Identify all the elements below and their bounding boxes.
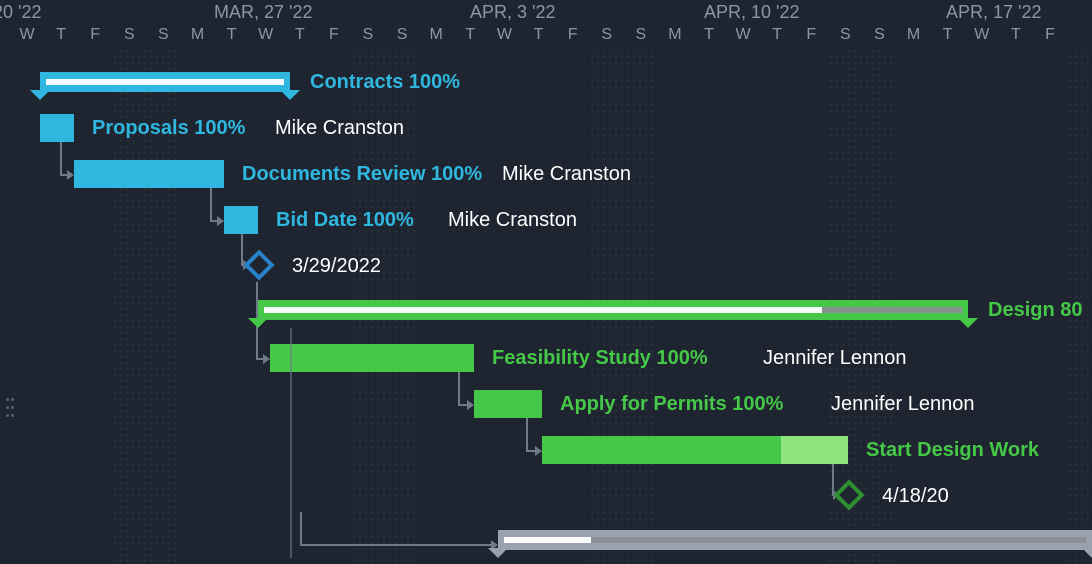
feasibility-study-bar[interactable]: [270, 344, 474, 372]
timeline-day-label: W: [487, 26, 521, 44]
dependency-line: [526, 418, 528, 450]
summary-end-marker-icon: [1082, 548, 1092, 558]
summary-start-marker-icon: [488, 548, 508, 558]
dependency-line: [210, 188, 212, 220]
design-summary-bar[interactable]: [258, 300, 968, 320]
timeline-month-label: APR, 3 '22: [470, 2, 555, 23]
timeline-day-label: S: [863, 26, 897, 44]
timeline-day-label: W: [249, 26, 283, 44]
timeline-day-label: S: [385, 26, 419, 44]
timeline-day-label: M: [897, 26, 931, 44]
apply-for-permits-label: Apply for Permits 100%: [560, 390, 783, 418]
timeline-day-label: T: [453, 26, 487, 44]
timeline-day-label: T: [522, 26, 556, 44]
timeline-day-label: T: [760, 26, 794, 44]
feasibility-study-label: Feasibility Study 100%: [492, 344, 708, 372]
timeline-day-label: M: [419, 26, 453, 44]
summary-progress-remainder: [822, 307, 962, 313]
timeline-day-label: M: [658, 26, 692, 44]
dependency-line: [60, 142, 62, 174]
timeline-day-label: S: [351, 26, 385, 44]
dependency-line: [290, 328, 292, 558]
timeline-day-label: T: [692, 26, 726, 44]
grey-summary-bar[interactable]: [498, 530, 1092, 550]
timeline-month-label: APR, 10 '22: [704, 2, 800, 23]
timeline-month-label: R, 20 '22: [0, 2, 41, 23]
summary-progress-remainder: [591, 537, 1086, 543]
contracts-milestone-date-label: 3/29/2022: [292, 252, 381, 280]
timeline-day-label: S: [624, 26, 658, 44]
documents-review-label: Documents Review 100%: [242, 160, 482, 188]
timeline-day-label: F: [78, 26, 112, 44]
timeline-day-label: S: [590, 26, 624, 44]
bid-date-bar[interactable]: [224, 206, 258, 234]
dependency-arrow-icon: [263, 354, 270, 364]
task-progress-remainder: [781, 436, 848, 464]
timeline-day-label: T: [999, 26, 1033, 44]
summary-start-marker-icon: [30, 90, 50, 100]
timeline-day-label: F: [794, 26, 828, 44]
dependency-arrow-icon: [535, 446, 542, 456]
contracts-summary-bar[interactable]: [40, 72, 290, 92]
proposals-label: Proposals 100%: [92, 114, 245, 142]
timeline-day-label: T: [215, 26, 249, 44]
timeline-day-label: F: [556, 26, 590, 44]
contracts-summary-label: Contracts 100%: [310, 68, 460, 96]
timeline-day-label: M: [181, 26, 215, 44]
summary-end-marker-icon: [280, 90, 300, 100]
apply-for-permits-bar[interactable]: [474, 390, 542, 418]
design-summary-label: Design 80: [988, 296, 1082, 324]
timeline-day-label: F: [317, 26, 351, 44]
timeline-day-label: W: [965, 26, 999, 44]
design-milestone-date-label: 4/18/20: [882, 482, 949, 510]
timeline-day-label: T: [931, 26, 965, 44]
summary-end-marker-icon: [958, 318, 978, 328]
timeline-day-label: W: [726, 26, 760, 44]
resize-grip-icon[interactable]: [6, 398, 16, 420]
start-design-work-label: Start Design Work: [866, 436, 1039, 464]
timeline-day-label: T: [44, 26, 78, 44]
feasibility-study-assignee: Jennifer Lennon: [763, 344, 906, 372]
dependency-arrow-icon: [467, 400, 474, 410]
timeline-day-label: S: [112, 26, 146, 44]
dependency-arrow-icon: [67, 170, 74, 180]
summary-progress-line: [46, 79, 284, 85]
summary-start-marker-icon: [248, 318, 268, 328]
proposals-bar[interactable]: [40, 114, 74, 142]
dependency-line: [300, 512, 302, 544]
dependency-line: [300, 544, 492, 546]
apply-for-permits-assignee: Jennifer Lennon: [831, 390, 974, 418]
start-design-work-bar[interactable]: [542, 436, 848, 464]
timeline-month-label: MAR, 27 '22: [214, 2, 312, 23]
proposals-assignee: Mike Cranston: [275, 114, 404, 142]
dependency-line: [458, 372, 460, 404]
bid-date-assignee: Mike Cranston: [448, 206, 577, 234]
contracts-milestone-diamond-icon[interactable]: [243, 249, 274, 280]
timeline-month-label: APR, 17 '22: [946, 2, 1042, 23]
timeline-day-label: T: [283, 26, 317, 44]
documents-review-bar[interactable]: [74, 160, 224, 188]
documents-review-assignee: Mike Cranston: [502, 160, 631, 188]
dependency-arrow-icon: [217, 216, 224, 226]
timeline-day-label: W: [10, 26, 44, 44]
gantt-chart[interactable]: R, 20 '22 MAR, 27 '22 APR, 3 '22 APR, 10 '2…: [0, 0, 1092, 564]
timeline-day-label: F: [1033, 26, 1067, 44]
timeline-day-label: S: [828, 26, 862, 44]
timeline-day-label: S: [146, 26, 180, 44]
bid-date-label: Bid Date 100%: [276, 206, 414, 234]
